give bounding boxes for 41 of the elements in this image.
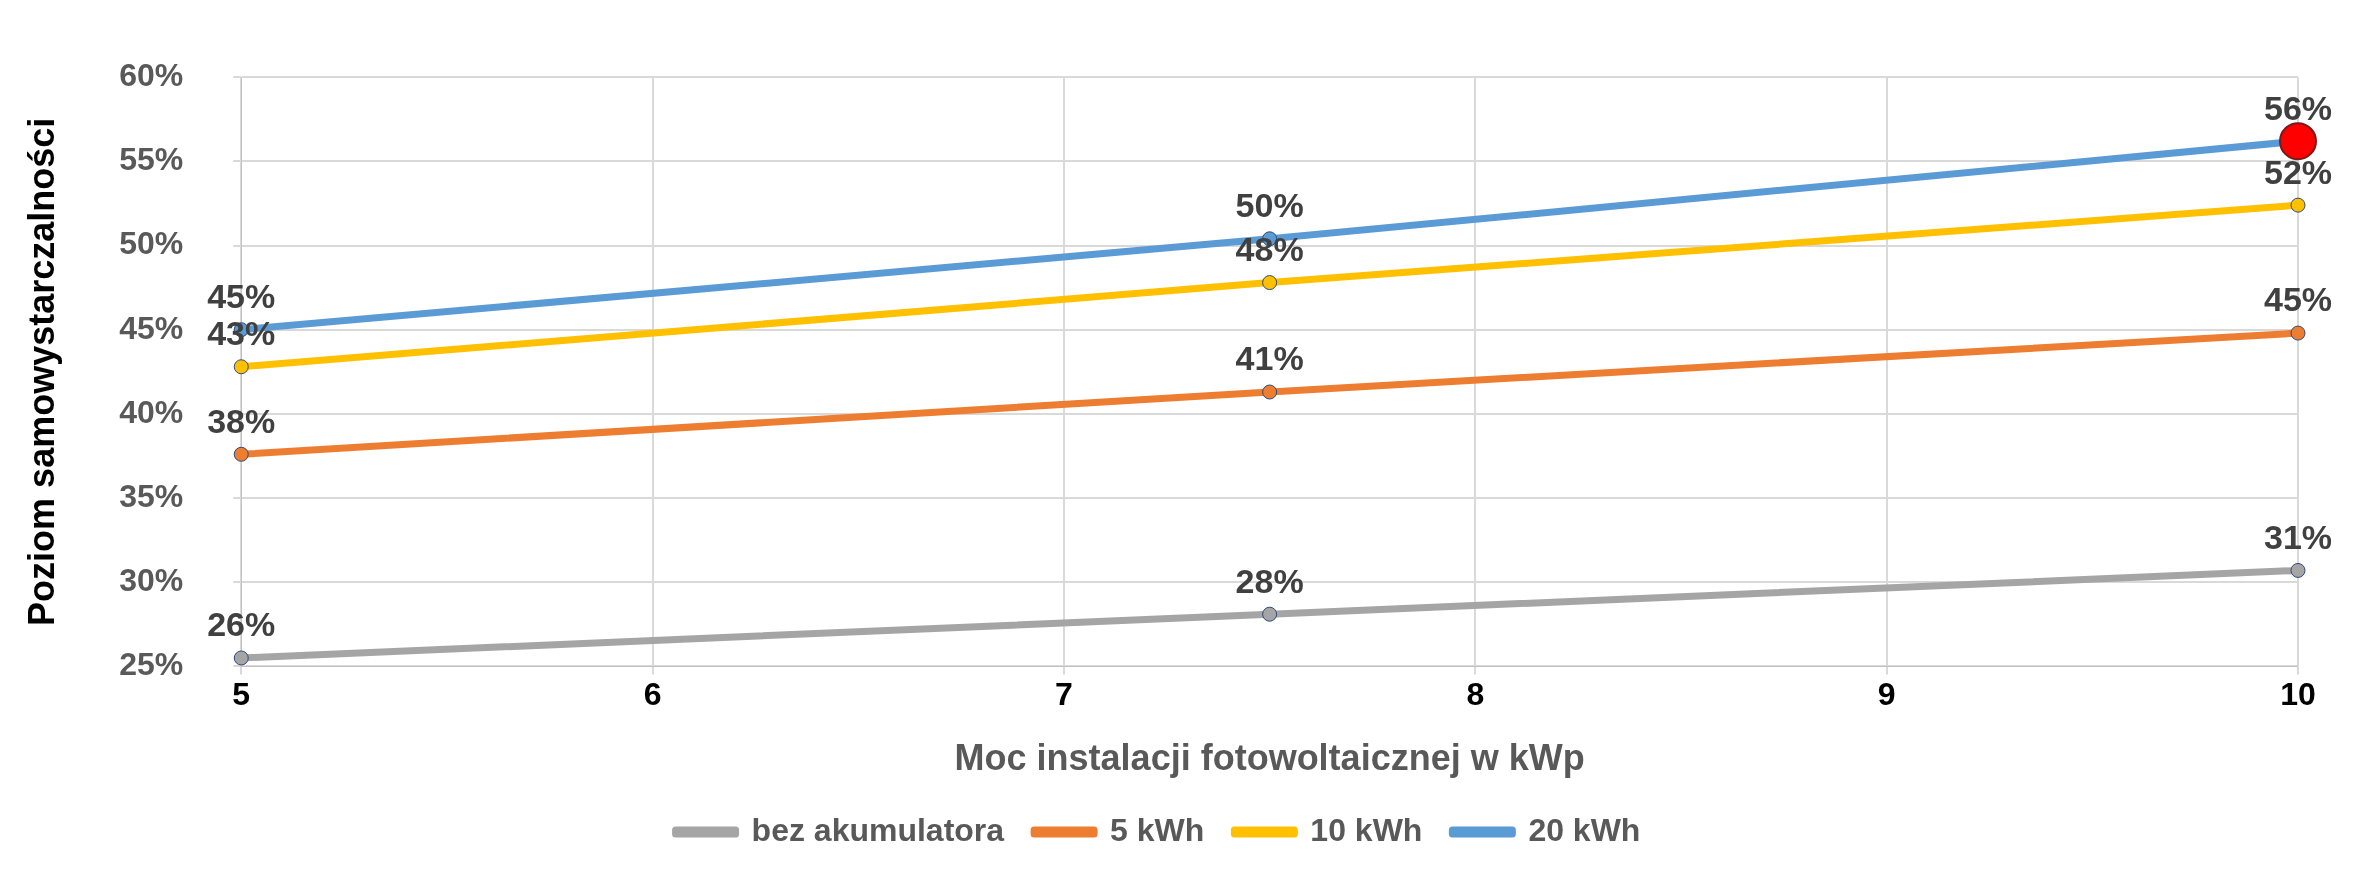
point [1262,606,1278,622]
data-label: 31% [2263,517,2333,556]
legend-label: 10 kWh [1310,811,1423,848]
data-label: 48% [1235,229,1304,268]
x-tick-label: 8 [1466,676,1485,713]
x-tick-label: 9 [1877,676,1896,713]
data-label: 45% [207,277,276,316]
data-label: 41% [1235,339,1304,378]
x-tick-label: 6 [643,676,662,713]
y-tick-label: 35% [119,477,184,514]
y-tick-label: 60% [119,57,184,94]
legend-label: bez akumulatora [751,811,1005,848]
data-label: 28% [1235,561,1304,600]
y-tick-label: 50% [119,225,184,262]
point [2290,562,2306,578]
point [1262,384,1278,400]
data-label: 52% [2263,152,2333,191]
data-label: 45% [2263,280,2333,319]
point [233,359,249,375]
y-tick-label: 55% [119,141,184,178]
x-tick-label: 10 [2280,676,2316,713]
y-tick-label: 40% [119,393,184,430]
point [233,446,249,462]
y-axis-title: Poziom samowystarczalności [20,117,62,626]
y-tick-label: 25% [119,646,184,683]
x-tick-label: 5 [232,676,251,713]
y-tick-label: 45% [119,309,184,346]
legend-label: 5 kWh [1110,811,1205,848]
point [2279,122,2317,161]
point [2290,325,2306,341]
y-tick-label: 30% [119,562,184,599]
x-tick-label: 7 [1055,676,1073,713]
data-label: 38% [207,401,276,440]
data-label: 50% [1235,186,1304,225]
x-axis-title: Moc instalacji fotowoltaicznej w kWp [954,737,1585,779]
point [2290,197,2306,213]
data-label: 26% [207,605,276,644]
legend-label: 20 kWh [1528,811,1641,848]
data-label: 56% [2263,88,2333,127]
point [1262,275,1278,291]
point [233,650,249,666]
